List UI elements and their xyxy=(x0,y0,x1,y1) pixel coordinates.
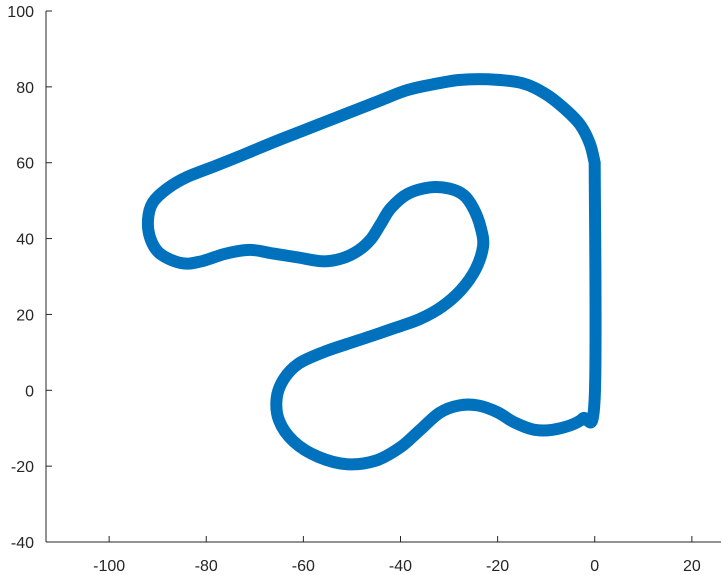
axes xyxy=(45,11,721,543)
x-tick-label: -80 xyxy=(195,558,218,575)
series-line xyxy=(141,73,602,471)
y-tick-label: -20 xyxy=(11,459,34,476)
x-tick-label: -100 xyxy=(93,558,125,575)
y-tick-label: 0 xyxy=(25,383,34,400)
x-tick-label: 0 xyxy=(590,558,599,575)
y-tick-label: 20 xyxy=(16,307,34,324)
y-tick-label: 100 xyxy=(7,4,34,21)
x-tick-label: -40 xyxy=(389,558,412,575)
y-tick-label: 40 xyxy=(16,232,34,249)
x-tick-label: -60 xyxy=(292,558,315,575)
y-axis-ticks: -40 -20 0 20 40 60 80 100 xyxy=(7,4,52,552)
y-tick-label: 60 xyxy=(16,156,34,173)
y-tick-label: -40 xyxy=(11,535,34,552)
y-tick-label: 80 xyxy=(16,80,34,97)
x-tick-label: -20 xyxy=(486,558,509,575)
x-axis-ticks: -100 -80 -60 -40 -20 0 20 xyxy=(93,536,701,575)
x-tick-label: 20 xyxy=(683,558,701,575)
